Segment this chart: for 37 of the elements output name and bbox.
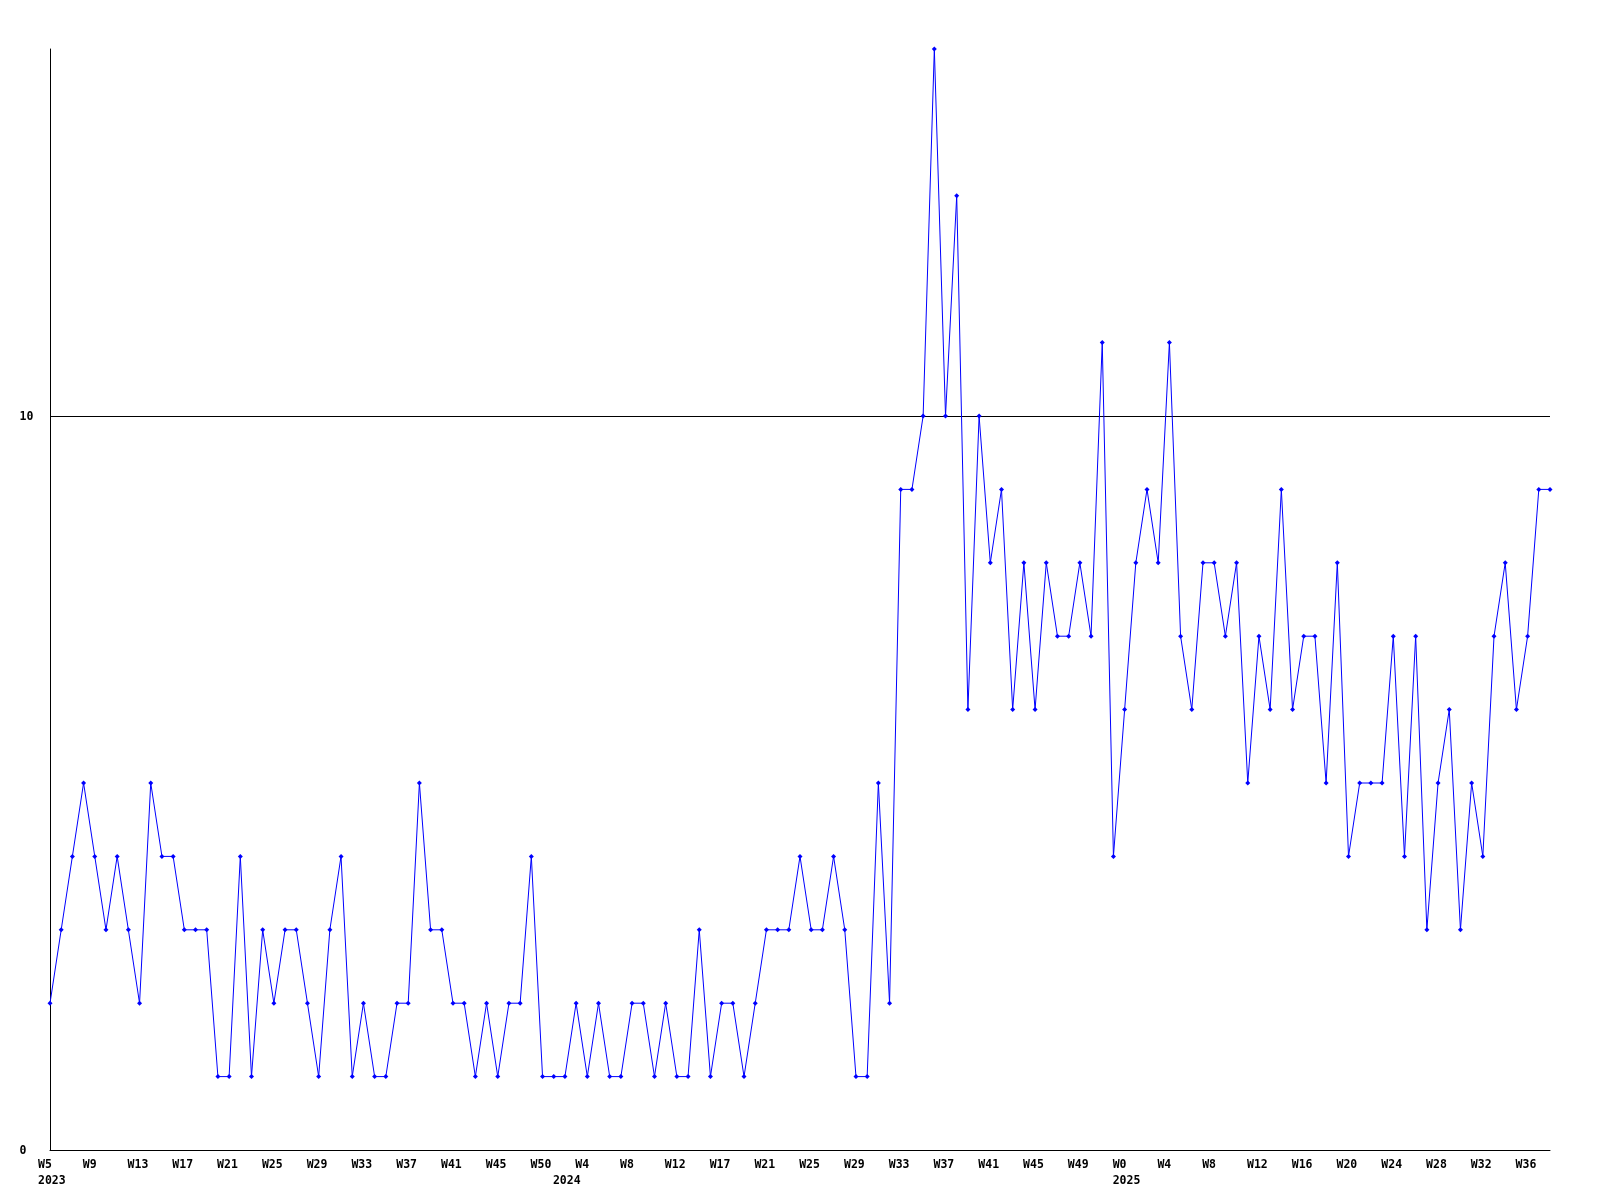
y-tick-label: 10	[19, 409, 34, 423]
x-tick-label: W17	[172, 1157, 194, 1171]
x-tick-label: W25	[261, 1157, 283, 1171]
x-tick-label: W29	[843, 1157, 865, 1171]
x-tick-label: W32	[1470, 1157, 1492, 1171]
x-tick-label: W21	[754, 1157, 776, 1171]
x-tick-label: W28	[1426, 1157, 1447, 1171]
x-tick-label: W21	[217, 1157, 238, 1171]
x-tick-label: W25	[799, 1157, 821, 1171]
x-tick-label: W16	[1291, 1157, 1313, 1171]
x-tick-label: W5 2023	[38, 1157, 66, 1187]
x-tick-label: W50	[530, 1157, 552, 1171]
x-tick-label: W17	[709, 1157, 731, 1171]
x-tick-label: W13	[127, 1157, 149, 1171]
x-tick-label: W33	[351, 1157, 373, 1171]
y-tick-label: 0	[19, 1143, 27, 1157]
x-tick-label: W45	[485, 1157, 507, 1171]
x-tick-label: W9	[82, 1157, 97, 1171]
x-tick-label: W12	[664, 1157, 686, 1171]
x-tick-label: W36	[1515, 1157, 1537, 1171]
x-tick-label: W0 2025	[1112, 1157, 1141, 1187]
x-tick-label: W4	[575, 1157, 590, 1171]
x-tick-label: W49	[1067, 1157, 1089, 1171]
x-tick-label: W37	[396, 1157, 418, 1171]
x-tick-label: W41	[978, 1157, 1000, 1171]
x-tick-label: W8	[620, 1157, 635, 1171]
x-tick-label: W33	[888, 1157, 910, 1171]
x-tick-label: W20	[1336, 1157, 1358, 1171]
x-tick-label: W8	[1202, 1157, 1217, 1171]
x-tick-label: W24	[1381, 1157, 1403, 1171]
x-tick-label: 2024	[552, 1173, 581, 1187]
x-tick-label: W29	[306, 1157, 328, 1171]
x-tick-label: W45	[1023, 1157, 1044, 1171]
x-tick-label: W12	[1246, 1157, 1268, 1171]
x-tick-label: W4	[1157, 1157, 1172, 1171]
x-tick-label: W41	[440, 1157, 462, 1171]
x-tick-label: W37	[933, 1157, 955, 1171]
